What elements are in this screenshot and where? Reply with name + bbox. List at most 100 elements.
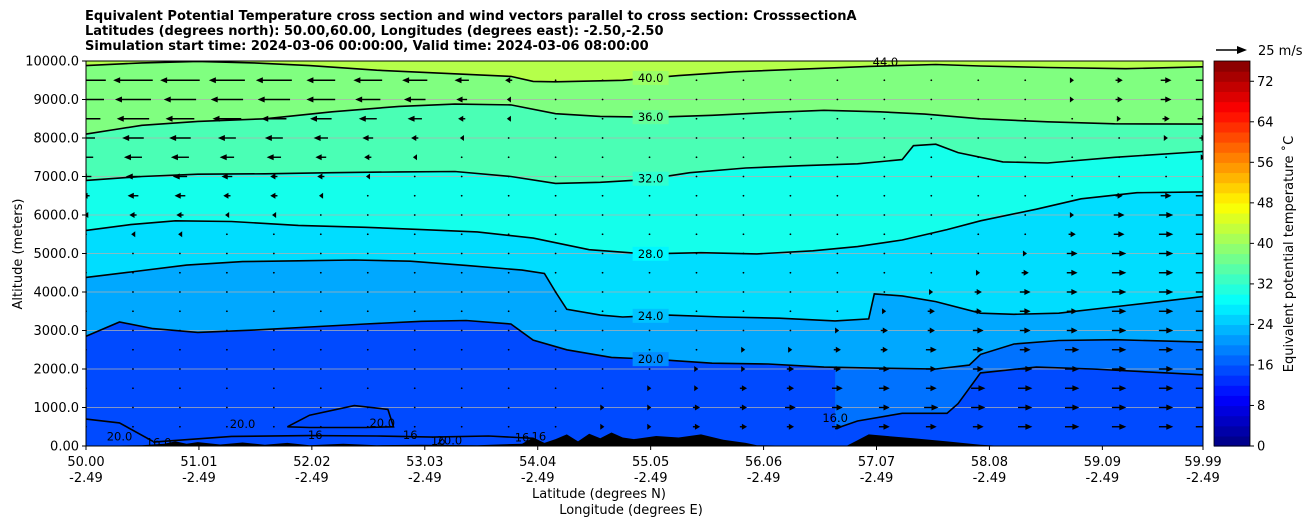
- wind-vector-head: [261, 115, 269, 122]
- wind-vector: [836, 98, 839, 101]
- wind-vector: [460, 368, 463, 370]
- colorbar-band: [1214, 354, 1250, 366]
- wind-vector-head: [403, 96, 411, 103]
- wind-vector: [601, 194, 604, 197]
- wind-vector: [319, 387, 322, 390]
- wind-vector: [413, 310, 416, 313]
- wind-vector-head: [1119, 289, 1127, 295]
- colorbar-tick-label: 32: [1257, 277, 1274, 292]
- wind-vector-head: [1072, 404, 1080, 411]
- wind-vector-head: [1166, 269, 1174, 276]
- wind-vector: [366, 310, 369, 313]
- wind-vector-head: [223, 192, 229, 199]
- wind-vector: [507, 175, 510, 178]
- wind-vector: [460, 214, 463, 216]
- wind-vector-head: [600, 423, 605, 430]
- wind-vector-head: [1069, 96, 1074, 103]
- wind-vector: [742, 98, 745, 101]
- wind-vector-head: [364, 154, 370, 161]
- wind-vector-head: [836, 385, 843, 392]
- wind-vector-head: [212, 115, 220, 122]
- wind-vector-head: [174, 192, 181, 199]
- wind-vector: [742, 291, 745, 293]
- x-axis-label-latitude: Latitude (degrees N): [532, 487, 666, 502]
- wind-vector: [601, 368, 604, 370]
- wind-vector-head: [836, 404, 843, 411]
- wind-vector: [132, 252, 134, 255]
- wind-vector-head: [1203, 366, 1210, 372]
- colorbar-band: [1214, 91, 1250, 103]
- wind-vector: [554, 79, 557, 82]
- colorbar-band: [1214, 71, 1250, 82]
- x-tick-label-lon: -2.49: [860, 471, 894, 486]
- wind-vector: [179, 348, 181, 351]
- wind-vector-head: [1119, 385, 1127, 392]
- colorbar-band: [1214, 324, 1250, 336]
- wind-vector: [1024, 194, 1027, 197]
- wind-vector-head: [407, 115, 415, 122]
- x-tick-label-lon: -2.49: [747, 471, 781, 486]
- wind-vector-head: [1117, 192, 1123, 199]
- contour-label: 32.0: [638, 172, 664, 186]
- wind-vector: [601, 252, 604, 255]
- contour-label: 16: [515, 431, 530, 445]
- wind-vector-head: [977, 327, 984, 334]
- wind-vector: [601, 233, 604, 236]
- wind-vector: [507, 329, 510, 332]
- wind-vector-head: [116, 115, 124, 122]
- wind-vector-head: [1118, 212, 1125, 218]
- wind-vector-head: [882, 327, 888, 334]
- wind-vector: [460, 291, 463, 293]
- wind-vector: [836, 137, 839, 139]
- wind-vector-head: [976, 308, 982, 315]
- wind-vector-head: [930, 366, 937, 372]
- wind-vector-head: [1069, 77, 1074, 84]
- wind-vector: [132, 310, 134, 313]
- wind-vector-head: [412, 154, 418, 161]
- x-tick-label-lat: 59.99: [1184, 455, 1221, 470]
- colorbar-band: [1214, 314, 1250, 326]
- wind-vector: [601, 310, 604, 313]
- wind-vector-head: [975, 269, 981, 276]
- wind-vector: [413, 194, 416, 197]
- wind-vector-head: [454, 77, 462, 84]
- wind-vector-head: [1069, 212, 1074, 218]
- wind-vector-head: [931, 404, 939, 411]
- x-tick-label-lon: -2.49: [1186, 471, 1220, 486]
- wind-vector-head: [741, 366, 746, 372]
- wind-vector: [789, 79, 792, 82]
- wind-vector-head: [1025, 366, 1033, 372]
- wind-vector-head: [1166, 346, 1174, 353]
- wind-vector: [836, 194, 839, 197]
- colorbar-band: [1214, 405, 1250, 417]
- wind-vector-head: [79, 154, 86, 160]
- wind-vector: [225, 348, 228, 351]
- wind-vector: [930, 175, 933, 178]
- x-tick-label-lat: 54.04: [519, 455, 556, 470]
- y-tick-label: 6000.0: [34, 209, 80, 224]
- colorbar-band: [1214, 263, 1250, 275]
- wind-vector: [789, 156, 792, 159]
- colorbar-band: [1214, 283, 1250, 295]
- wind-vector: [366, 406, 369, 409]
- wind-vector: [742, 156, 745, 159]
- wind-vector: [225, 252, 228, 255]
- contour-label-bg: [632, 70, 669, 85]
- wind-vector: [601, 79, 604, 82]
- wind-vector: [789, 233, 792, 236]
- wind-vector: [977, 137, 980, 139]
- wind-vector: [272, 368, 275, 370]
- wind-vector-head: [86, 212, 89, 218]
- wind-vector: [836, 79, 839, 82]
- wind-vector: [836, 156, 839, 159]
- wind-vector: [930, 156, 933, 159]
- wind-vector: [554, 156, 557, 159]
- wind-vector: [1024, 137, 1027, 139]
- colorbar-band: [1214, 435, 1250, 447]
- wind-vector-head: [221, 173, 228, 180]
- wind-vector: [460, 156, 463, 159]
- wind-vector: [836, 175, 839, 178]
- wind-vector: [695, 79, 698, 82]
- wind-vector-head: [977, 366, 984, 372]
